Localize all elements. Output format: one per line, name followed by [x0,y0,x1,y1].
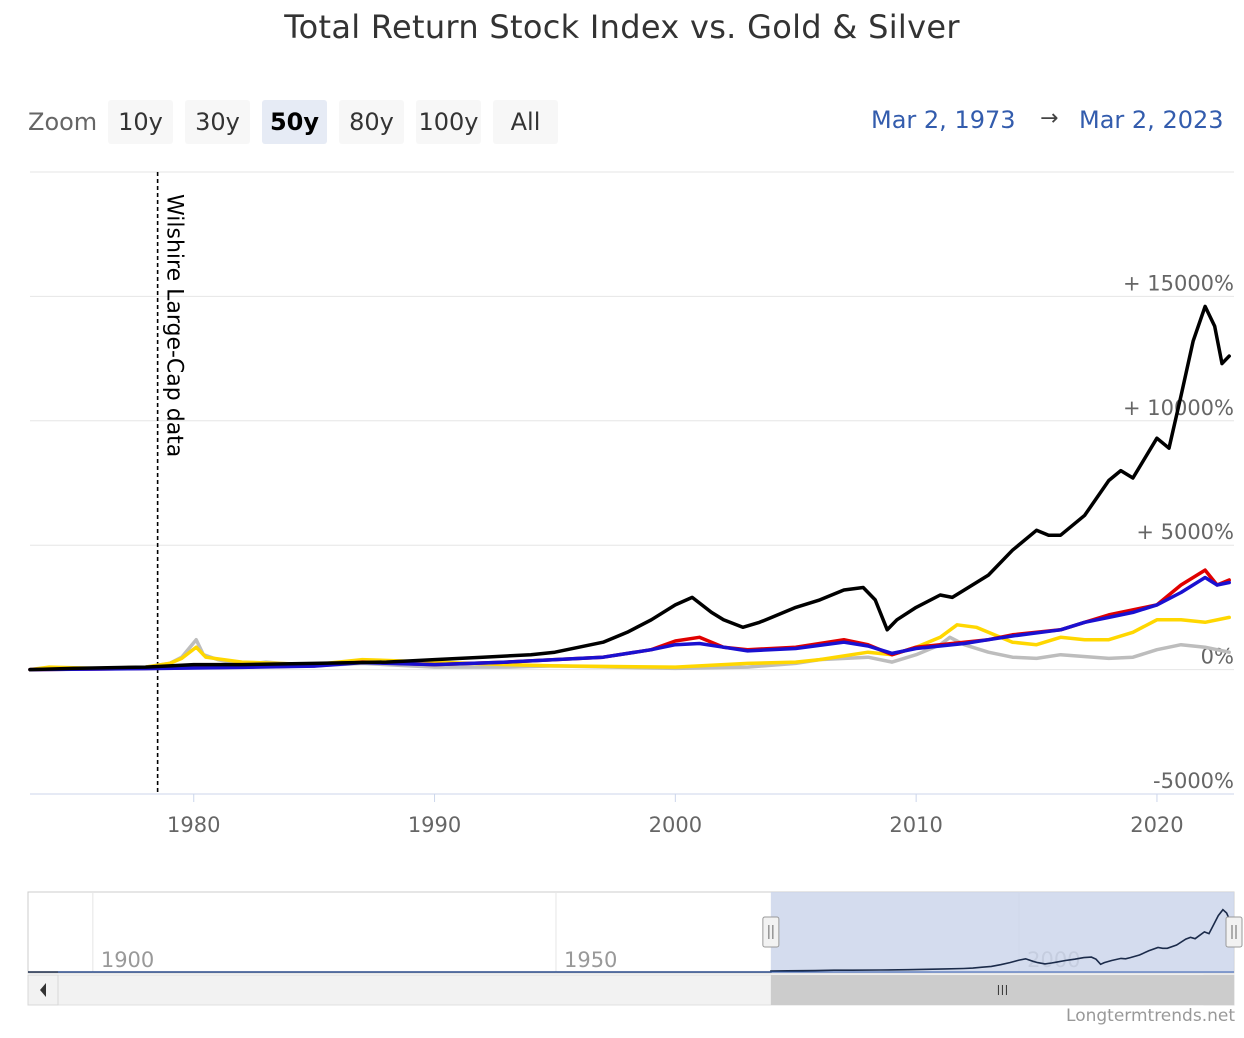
series-line-3 [28,575,1231,672]
navigator-series-line [28,908,1233,973]
navigator-tick-label: 1950 [564,948,617,972]
navigator-left-handle[interactable] [762,916,780,948]
range-to-date[interactable]: Mar 2, 2023 [1079,106,1224,134]
annotation-label: Wilshire Large-Cap data [162,194,187,457]
zoom-100y-button[interactable]: 100y [416,100,481,144]
zoom-all-button[interactable]: All [493,100,558,144]
scroll-left-arrow-icon [40,983,46,997]
navigator-selection-mask [770,892,1234,973]
zoom-30y-button[interactable]: 30y [185,100,250,144]
zoom-50y-button[interactable]: 50y [262,100,327,144]
y-tick-label: + 5000% [1136,520,1234,544]
series-line-1 [28,615,1231,672]
x-tick-label: 1980 [167,813,220,837]
chart-title: Total Return Stock Index vs. Gold & Silv… [284,8,960,46]
zoom-label: Zoom [28,108,98,136]
zoom-80y-button[interactable]: 80y [339,100,404,144]
zoom-10y-button[interactable]: 10y [108,100,173,144]
x-tick-label: 2000 [649,813,702,837]
range-from-date[interactable]: Mar 2, 1973 [871,106,1016,134]
series-line-4 [28,304,1231,672]
credit-link[interactable]: Longtermtrends.net [1066,1006,1235,1026]
y-tick-label: + 15000% [1123,271,1234,295]
x-tick-label: 2010 [889,813,942,837]
navigator-tick-label: 1900 [101,948,154,972]
x-tick-label: 2020 [1130,813,1183,837]
y-tick-label: -5000% [1153,769,1234,793]
x-tick-label: 1990 [408,813,461,837]
scrollbar-left-button[interactable] [27,974,59,1006]
navigator-right-handle[interactable] [1225,916,1243,948]
range-arrow-icon: → [1040,106,1059,131]
